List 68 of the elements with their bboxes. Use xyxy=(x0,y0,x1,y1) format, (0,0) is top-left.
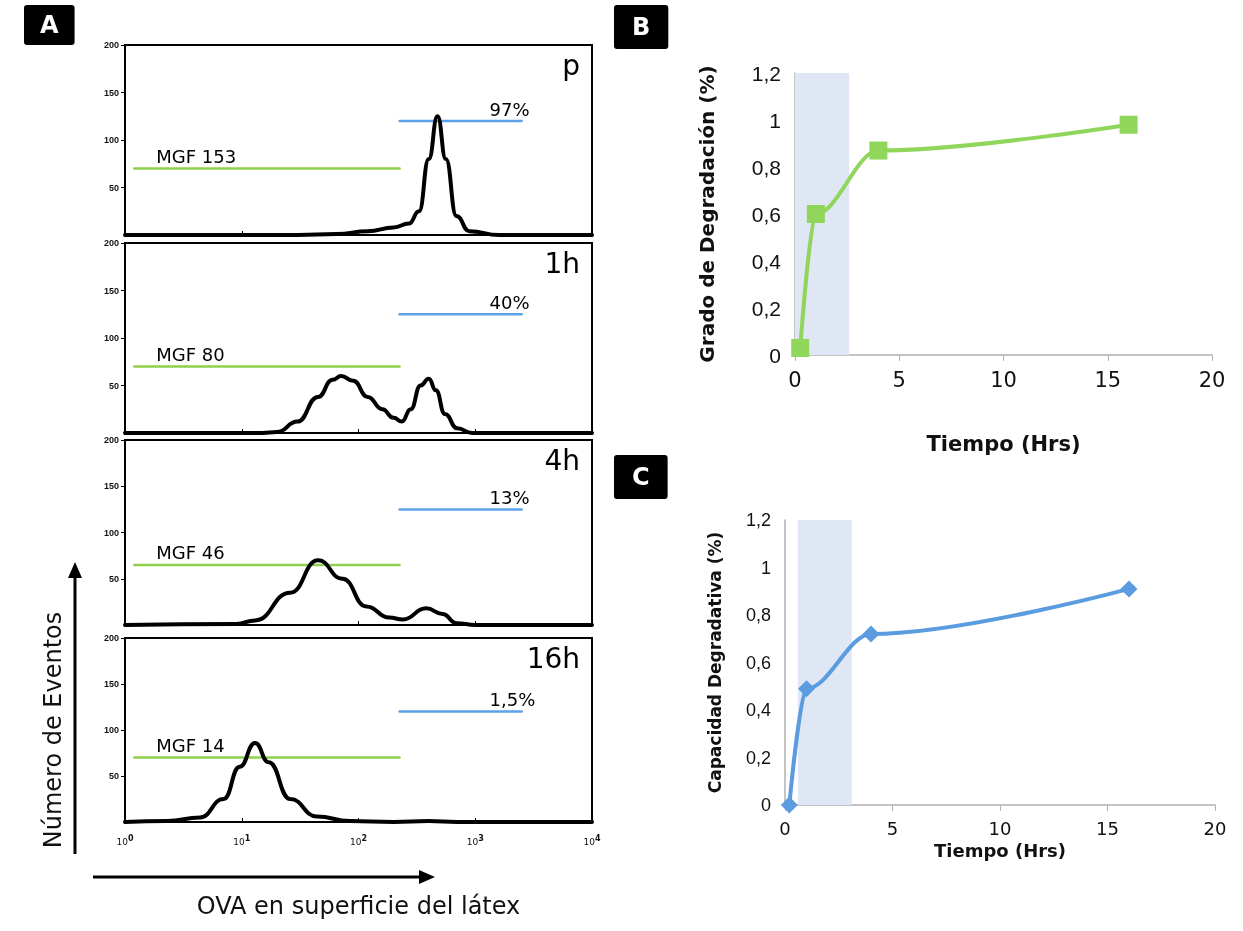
y-tick-label: 100 xyxy=(103,135,119,145)
x-tick-label: 15 xyxy=(1094,367,1122,392)
y-tick-label: 1,2 xyxy=(745,510,771,530)
y-tick-label: 200 xyxy=(103,238,119,248)
y-tick-label: 150 xyxy=(103,87,119,98)
y-tick-label: 0 xyxy=(769,343,781,367)
y-tick-label: 100 xyxy=(103,725,119,735)
series-label: 13% xyxy=(489,486,530,508)
x-tick-label: 5 xyxy=(892,367,906,392)
series-label: 1,5% xyxy=(489,689,536,711)
x-axis-title: Tiempo (Hrs) xyxy=(933,840,1067,862)
point xyxy=(862,625,880,643)
y-tick-label: 0,2 xyxy=(745,747,771,768)
chart-title: B xyxy=(632,13,651,41)
y-tick-label: 0 xyxy=(760,795,771,815)
x-axis-title: OVA en superficie del látex xyxy=(196,892,521,920)
series-label: MGF 153 xyxy=(156,146,237,167)
y-tick-label: 50 xyxy=(108,182,119,193)
y-tick-label: 200 xyxy=(103,435,119,445)
series-label: MGF 46 xyxy=(156,542,225,564)
y-tick-label: 0,4 xyxy=(751,249,782,273)
point xyxy=(1119,115,1138,134)
series-label: 97% xyxy=(489,98,530,120)
x-axis-title: Tiempo (Hrs) xyxy=(926,431,1081,456)
series-label: MGF 80 xyxy=(156,344,225,365)
y-tick-label: 0,6 xyxy=(745,652,771,673)
y-tick-label: 100 xyxy=(103,333,119,343)
y-tick-label: 0,2 xyxy=(751,296,781,320)
annotation: 16h xyxy=(526,641,580,675)
point xyxy=(869,141,888,160)
y-tick-label: 100 xyxy=(103,527,119,538)
point xyxy=(791,338,810,357)
y-tick-label: 0,8 xyxy=(745,605,771,625)
y-tick-label: 150 xyxy=(103,481,119,492)
point xyxy=(798,680,815,698)
chart-title: C xyxy=(632,463,650,491)
series-label: 40% xyxy=(489,291,530,313)
point xyxy=(806,205,825,223)
y-axis-title: Capacidad Degradativa (%) xyxy=(704,531,725,794)
annotation: 1h xyxy=(544,246,580,280)
y-tick-label: 1 xyxy=(760,557,771,578)
y-tick-label: 1,2 xyxy=(751,61,781,85)
y-tick-label: 50 xyxy=(108,380,119,391)
y-tick-label: 0,4 xyxy=(745,700,771,720)
x-tick-label: 0 xyxy=(788,367,802,392)
x-tick-label: 15 xyxy=(1096,817,1119,839)
y-axis-title: Grado de Degradación (%) xyxy=(695,65,719,363)
y-tick-label: 0,6 xyxy=(751,202,781,226)
x-tick-label: 20 xyxy=(1198,367,1226,392)
y-tick-label: 50 xyxy=(108,771,119,781)
annotation: p xyxy=(562,48,581,82)
x-tick-label: 5 xyxy=(886,817,899,839)
y-tick-label: 150 xyxy=(103,679,119,689)
y-tick-label: 50 xyxy=(108,573,119,584)
point xyxy=(1120,580,1138,598)
y-tick-label: 1 xyxy=(769,108,781,132)
y-tick-label: 200 xyxy=(103,633,119,643)
annotation: 4h xyxy=(544,443,580,477)
y-tick-label: 0,8 xyxy=(751,155,781,179)
y-tick-label: 200 xyxy=(103,40,119,50)
x-tick-label: 10 xyxy=(988,817,1012,839)
x-tick-label: 10 xyxy=(990,367,1017,392)
series-label: MGF 14 xyxy=(156,735,225,757)
x-tick-label: 20 xyxy=(1203,817,1227,839)
y-tick-label: 150 xyxy=(103,285,119,296)
point xyxy=(780,796,798,814)
y-axis-title: Número de Eventos xyxy=(39,611,67,849)
chart-title: A xyxy=(40,11,59,39)
